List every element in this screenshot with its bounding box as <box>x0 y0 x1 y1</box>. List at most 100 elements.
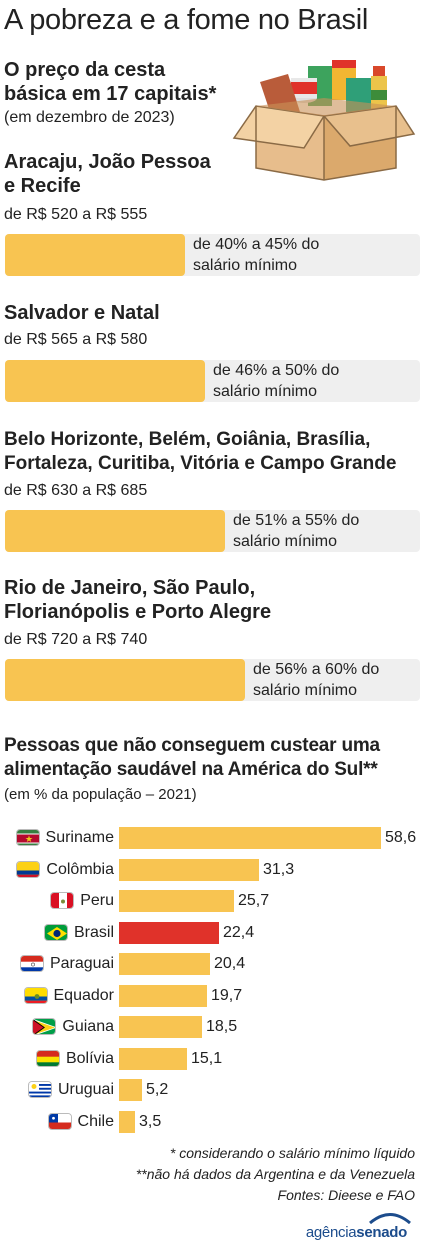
footnote-sources: Fontes: Dieese e FAO <box>277 1187 415 1203</box>
chart-row: Bolívia 15,1 <box>0 1048 425 1070</box>
salary-share-label-line2: salário mínimo <box>213 383 318 400</box>
logo-arc-icon <box>369 1213 411 1224</box>
country-label: Bolívia <box>65 1050 114 1067</box>
bar <box>119 985 207 1007</box>
bar <box>119 1111 135 1133</box>
group-cities-line2: Florianópolis e Porto Alegre <box>4 601 272 623</box>
group-cities-line2: e Recife <box>4 175 81 197</box>
salary-share-label-line2: salário mínimo <box>253 682 358 699</box>
group-cities: Rio de Janeiro, São Paulo, Florianópolis… <box>4 576 419 624</box>
group-cities-line1: Salvador e Natal <box>4 302 160 324</box>
bar <box>119 1079 142 1101</box>
group-cities: Salvador e Natal <box>4 301 419 325</box>
bar-value-label: 19,7 <box>211 987 243 1004</box>
group-cities: Aracaju, João Pessoa e Recife <box>4 150 419 198</box>
salary-share-label: de 40% a 45% do salário mínimo <box>193 234 319 276</box>
bar <box>119 1016 202 1038</box>
agencia-senado-logo: agênciasenado <box>306 1224 407 1241</box>
salary-share-label-line1: de 51% a 55% do <box>233 512 360 529</box>
chart-row: Chile 3,5 <box>0 1111 425 1133</box>
salary-share-label-line1: de 56% a 60% do <box>253 661 380 678</box>
paraguay-flag-icon <box>20 955 44 972</box>
chart-row: Paraguai 20,4 <box>0 953 425 975</box>
section1-heading: O preço da cesta básica em 17 capitais* <box>4 58 216 106</box>
group-price-range: de R$ 720 a R$ 740 <box>4 631 148 648</box>
group-price-range: de R$ 565 a R$ 580 <box>4 331 148 348</box>
chart-row: Suriname 58,6 <box>0 827 425 849</box>
section1-heading-line1: O preço da cesta <box>4 59 166 81</box>
brazil-flag-icon <box>44 924 68 941</box>
food-insecurity-bar-chart: Suriname 58,6 Colômbia 31,3 Peru 25,7 Brasil 22… <box>0 827 425 1133</box>
logo-text-senado: senado <box>356 1224 407 1241</box>
bar-value-label: 3,5 <box>139 1113 162 1130</box>
country-label: Equador <box>53 987 115 1004</box>
country-label: Colômbia <box>46 861 114 878</box>
salary-share-bar: de 46% a 50% do salário mínimo <box>5 360 420 402</box>
chart-row: Colômbia 31,3 <box>0 859 425 881</box>
ecuador-flag-icon <box>24 987 48 1004</box>
section2-heading-line1: Pessoas que não conseguem custear uma <box>4 735 380 756</box>
peru-flag-icon <box>50 892 74 909</box>
country-label: Peru <box>80 892 114 909</box>
section2-heading: Pessoas que não conseguem custear uma al… <box>4 734 425 782</box>
chart-row: Brasil 22,4 <box>0 922 425 944</box>
group-price-range: de R$ 520 a R$ 555 <box>4 206 148 223</box>
bar-value-label: 20,4 <box>214 955 246 972</box>
bar-value-label: 25,7 <box>238 892 270 909</box>
group-cities-line1: Rio de Janeiro, São Paulo, <box>4 577 256 599</box>
country-label: Paraguai <box>49 955 114 972</box>
bar <box>119 859 259 881</box>
chart-row: Peru 25,7 <box>0 890 425 912</box>
bar <box>119 1048 187 1070</box>
grocery-box-icon <box>232 60 416 181</box>
group-cities-line1: Aracaju, João Pessoa <box>4 151 211 173</box>
salary-share-label: de 51% a 55% do salário mínimo <box>233 510 359 552</box>
country-label: Chile <box>77 1113 114 1130</box>
uruguay-flag-icon <box>28 1081 52 1098</box>
salary-share-label-line1: de 40% a 45% do <box>193 236 320 253</box>
colombia-flag-icon <box>16 861 40 878</box>
section1-heading-line2: básica em 17 capitais* <box>4 83 217 105</box>
suriname-flag-icon <box>16 829 40 846</box>
logo-text-agencia: agência <box>305 1224 357 1241</box>
salary-share-fill <box>5 360 205 402</box>
section2-subtitle: (em % da população – 2021) <box>4 786 197 803</box>
bar <box>119 827 381 849</box>
section2-heading-line2: alimentação saudável na América do Sul** <box>4 759 378 780</box>
salary-share-label: de 46% a 50% do salário mínimo <box>213 360 339 402</box>
country-label: Guiana <box>62 1018 114 1035</box>
salary-share-label: de 56% a 60% do salário mínimo <box>253 659 379 701</box>
group-cities-line2: Fortaleza, Curitiba, Vitória e Campo Gra… <box>4 453 397 474</box>
salary-share-fill <box>5 659 245 701</box>
chile-flag-icon <box>48 1113 72 1130</box>
country-label: Suriname <box>45 829 114 846</box>
bar-value-label: 31,3 <box>263 861 295 878</box>
bar-value-label: 22,4 <box>223 924 255 941</box>
page-title: A pobreza e a fome no Brasil <box>4 4 368 36</box>
footnote-minimum-wage: * considerando o salário mínimo líquido <box>169 1145 415 1161</box>
section1-subtitle: (em dezembro de 2023) <box>4 109 175 126</box>
footnotes: * considerando o salário mínimo líquido … <box>136 1143 415 1206</box>
group-cities-line1: Belo Horizonte, Belém, Goiânia, Brasília… <box>4 429 371 450</box>
salary-share-bar: de 40% a 45% do salário mínimo <box>5 234 420 276</box>
salary-share-bar: de 51% a 55% do salário mínimo <box>5 510 420 552</box>
bar <box>119 890 234 912</box>
group-cities: Belo Horizonte, Belém, Goiânia, Brasília… <box>4 428 425 476</box>
bar-value-label: 58,6 <box>385 829 417 846</box>
salary-share-fill <box>5 510 225 552</box>
bar <box>119 922 219 944</box>
salary-share-bar: de 56% a 60% do salário mínimo <box>5 659 420 701</box>
chart-row: Guiana 18,5 <box>0 1016 425 1038</box>
salary-share-label-line2: salário mínimo <box>233 533 338 550</box>
guyana-flag-icon <box>32 1018 56 1035</box>
bar <box>119 953 210 975</box>
chart-row: Equador 19,7 <box>0 985 425 1007</box>
bar-value-label: 18,5 <box>206 1018 238 1035</box>
group-price-range: de R$ 630 a R$ 685 <box>4 482 148 499</box>
salary-share-label-line2: salário mínimo <box>193 257 298 274</box>
bar-value-label: 5,2 <box>146 1081 169 1098</box>
footnote-missing-data: **não há dados da Argentina e da Venezue… <box>135 1166 415 1182</box>
country-label: Uruguai <box>57 1081 114 1098</box>
salary-share-fill <box>5 234 185 276</box>
chart-row: Uruguai 5,2 <box>0 1079 425 1101</box>
